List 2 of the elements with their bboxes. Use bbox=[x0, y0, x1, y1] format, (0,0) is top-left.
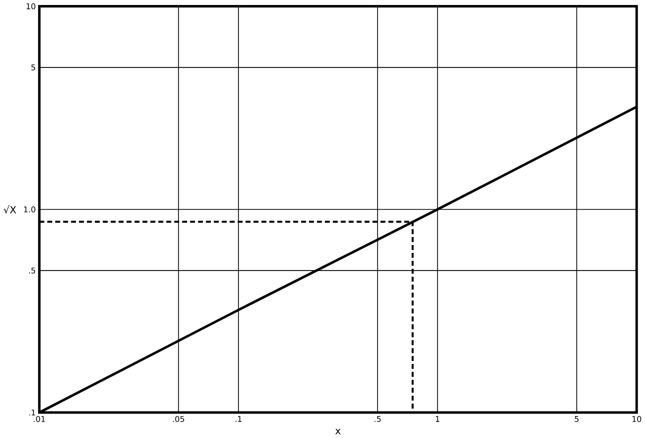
y-axis-title: √X bbox=[4, 206, 16, 214]
x-axis-title: x bbox=[335, 429, 341, 434]
